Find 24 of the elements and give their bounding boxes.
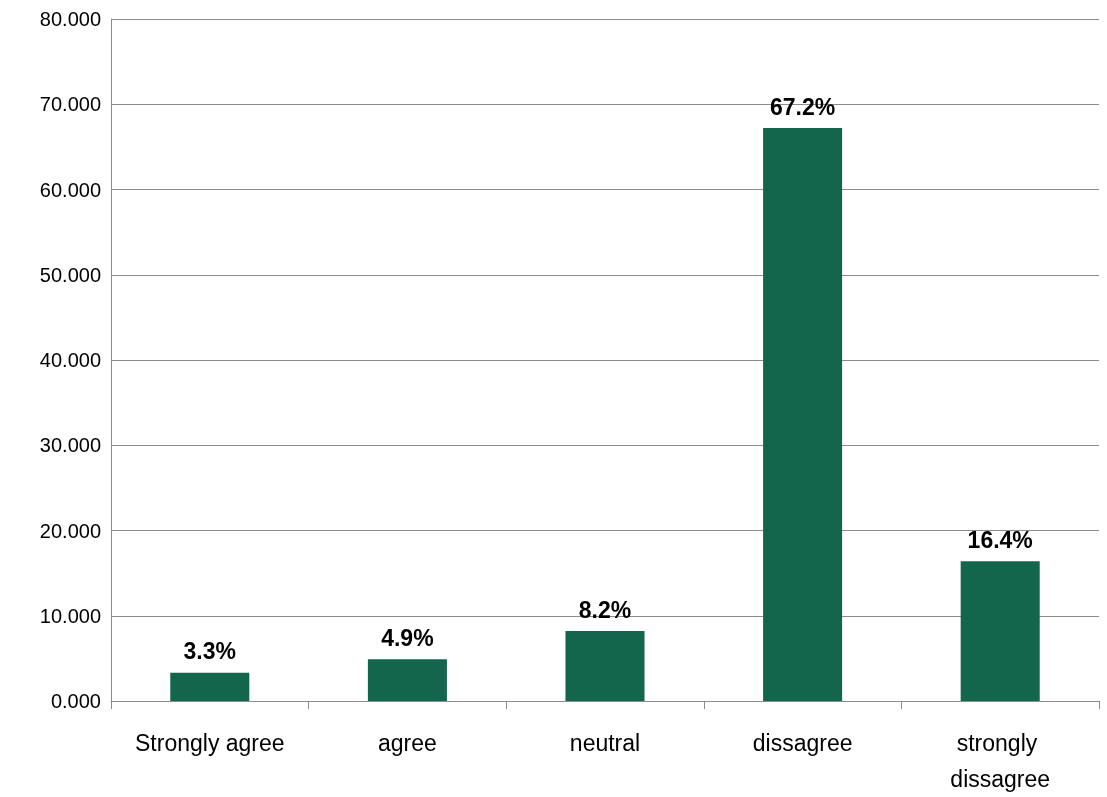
y-tick-label: 60.000 [39, 178, 101, 201]
y-tick-label: 20.000 [39, 519, 101, 542]
y-tick-label: 80.000 [39, 8, 101, 30]
x-tick-label: dissagree [752, 730, 853, 756]
y-tick-label: 70.000 [39, 93, 101, 116]
y-tick-label: 30.000 [39, 434, 101, 457]
data-label: 4.9% [381, 624, 434, 651]
y-tick-label: 50.000 [39, 263, 101, 286]
x-tick-label: strongly dissagree [950, 730, 1051, 792]
data-label: 8.2% [578, 596, 632, 623]
bar [960, 561, 1040, 701]
bar [763, 128, 843, 701]
data-label: 3.3% [183, 638, 237, 665]
bar [565, 631, 645, 701]
y-tick-label: 10.000 [39, 604, 101, 627]
x-tick-label: neutral [569, 730, 641, 756]
bar [367, 659, 447, 701]
data-label: 67.2% [769, 93, 836, 120]
bar [170, 672, 250, 701]
y-tick-label: 0.000 [50, 690, 101, 712]
x-tick-label: Strongly agree [135, 730, 285, 756]
data-label: 16.4% [967, 526, 1033, 553]
y-tick-label: 40.000 [39, 349, 101, 371]
x-tick-label: agree [377, 730, 437, 756]
